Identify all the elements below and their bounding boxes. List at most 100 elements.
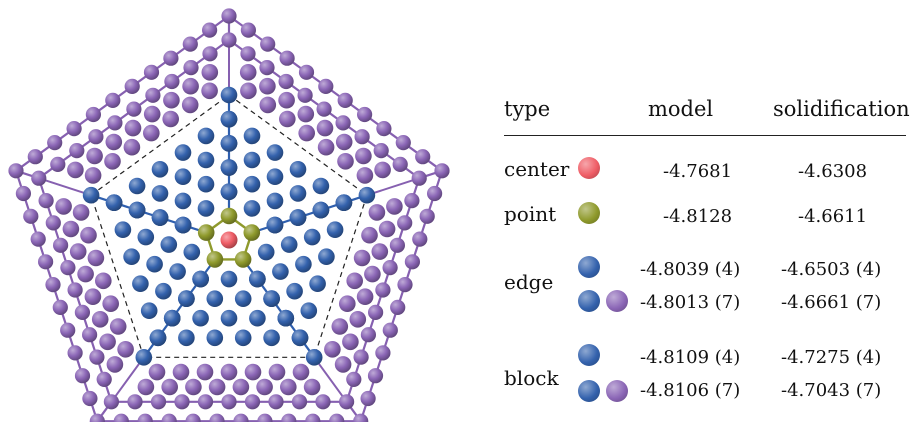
outer-atom-150 bbox=[201, 82, 218, 100]
outer-atom-149 bbox=[181, 96, 199, 114]
edge-atom-238 bbox=[183, 243, 201, 261]
outer-atom-48 bbox=[349, 311, 367, 328]
outer-atom-95 bbox=[150, 394, 167, 410]
edge-atom-280 bbox=[248, 270, 266, 288]
outer-atom-162 bbox=[88, 129, 104, 145]
outer-atom-79 bbox=[303, 378, 321, 396]
point-model-value: -4.8128 bbox=[663, 206, 733, 227]
outer-atom-85 bbox=[161, 378, 178, 396]
edge-atom-204 bbox=[286, 282, 303, 300]
outer-atom-108 bbox=[117, 341, 134, 358]
edge-atom-272 bbox=[220, 135, 238, 152]
outer-atom-107 bbox=[113, 413, 129, 422]
outer-atom-141 bbox=[30, 231, 46, 247]
outer-atom-82 bbox=[232, 378, 250, 396]
edge-atom-196 bbox=[243, 127, 261, 145]
outer-atom-144 bbox=[84, 167, 102, 184]
header-type: type bbox=[504, 97, 551, 121]
outer-atom-69 bbox=[375, 345, 391, 361]
edge-atom-261 bbox=[174, 192, 192, 210]
edge-atom-286 bbox=[178, 290, 195, 307]
edge-solidification-value-7: -4.6661 (7) bbox=[781, 292, 882, 313]
outer-atom-90 bbox=[268, 394, 284, 410]
outer-atom-63 bbox=[419, 208, 435, 224]
outer-atom-29 bbox=[298, 64, 315, 80]
outer-atom-129 bbox=[60, 260, 76, 276]
outer-atom-22 bbox=[354, 129, 370, 145]
outer-atom-54 bbox=[389, 237, 405, 253]
outer-atom-16 bbox=[240, 46, 256, 62]
outer-atom-106 bbox=[137, 413, 153, 422]
edge-atom-240 bbox=[137, 228, 155, 246]
edge-atom-223 bbox=[178, 329, 195, 347]
outer-atom-73 bbox=[268, 363, 286, 381]
outer-atom-28 bbox=[279, 50, 295, 66]
outer-atom-88 bbox=[315, 394, 331, 410]
outer-atom-7 bbox=[239, 64, 257, 81]
outer-atom-125 bbox=[89, 349, 105, 365]
edge-atom-191 bbox=[289, 161, 307, 178]
block-outer-atom-swatch bbox=[606, 380, 628, 402]
outer-atom-51 bbox=[411, 170, 427, 186]
outer-atom-74 bbox=[244, 363, 262, 381]
outer-atom-49 bbox=[342, 333, 359, 351]
edge-atom-268 bbox=[128, 177, 146, 195]
edge-atom-265 bbox=[151, 185, 169, 202]
header-solidification: solidification bbox=[773, 97, 910, 121]
outer-atom-133 bbox=[89, 413, 105, 422]
outer-atom-167 bbox=[183, 60, 199, 76]
outer-atom-52 bbox=[404, 193, 420, 209]
outer-atom-77 bbox=[172, 363, 190, 381]
edge-atom-203 bbox=[272, 263, 289, 280]
edge-atom-247 bbox=[155, 282, 172, 300]
outer-atom-4 bbox=[317, 138, 335, 156]
edge-atom-259 bbox=[197, 127, 215, 145]
outer-atom-115 bbox=[106, 356, 124, 373]
edge-atom-222 bbox=[192, 309, 209, 327]
outer-atom-19 bbox=[297, 87, 313, 103]
edge-atom-262 bbox=[174, 168, 192, 185]
outer-atom-97 bbox=[353, 413, 369, 422]
edge-atom-271 bbox=[220, 159, 238, 176]
outer-atom-122 bbox=[55, 198, 72, 215]
outer-atom-165 bbox=[145, 87, 161, 103]
outer-atom-153 bbox=[105, 133, 123, 151]
outer-atom-35 bbox=[415, 149, 431, 165]
edge-atom-257 bbox=[197, 175, 215, 193]
outer-atom-5 bbox=[337, 153, 354, 170]
outer-atom-21 bbox=[335, 115, 351, 131]
point-atom-295 bbox=[220, 207, 238, 225]
outer-atom-166 bbox=[164, 73, 180, 90]
edge-atom-243 bbox=[169, 263, 186, 280]
edge-atom-274 bbox=[220, 86, 238, 104]
block-model-value-7: -4.8106 (7) bbox=[640, 380, 741, 401]
outer-atom-131 bbox=[45, 215, 61, 231]
outer-atom-86 bbox=[137, 378, 155, 396]
edge-atom-202 bbox=[257, 243, 275, 261]
outer-atom-14 bbox=[374, 161, 391, 179]
outer-atom-134 bbox=[82, 390, 98, 407]
outer-atom-71 bbox=[360, 390, 376, 407]
edge-atom-230 bbox=[234, 329, 252, 347]
outer-atom-160 bbox=[50, 156, 66, 172]
outer-atom-94 bbox=[174, 394, 190, 410]
outer-atom-80 bbox=[280, 378, 297, 396]
outer-atom-100 bbox=[281, 413, 297, 422]
outer-atom-109 bbox=[109, 318, 127, 335]
outer-atom-178 bbox=[182, 36, 198, 52]
edge-atom-288 bbox=[149, 329, 167, 347]
edge-atom-184 bbox=[243, 200, 261, 217]
outer-atom-161 bbox=[69, 143, 85, 159]
edge-atom-212 bbox=[318, 248, 335, 265]
outer-atom-swatch bbox=[606, 290, 628, 312]
outer-atom-110 bbox=[102, 295, 119, 313]
edge-atom-291 bbox=[151, 209, 169, 226]
point-atom-297 bbox=[234, 251, 252, 268]
outer-atom-32 bbox=[357, 106, 373, 123]
outer-atom-65 bbox=[404, 254, 420, 270]
header-rule bbox=[504, 135, 906, 136]
outer-atom-176 bbox=[143, 64, 160, 80]
block-edge-atom-swatch-2 bbox=[578, 380, 600, 402]
point-atom-swatch bbox=[578, 202, 600, 224]
outer-atom-23 bbox=[373, 143, 389, 159]
